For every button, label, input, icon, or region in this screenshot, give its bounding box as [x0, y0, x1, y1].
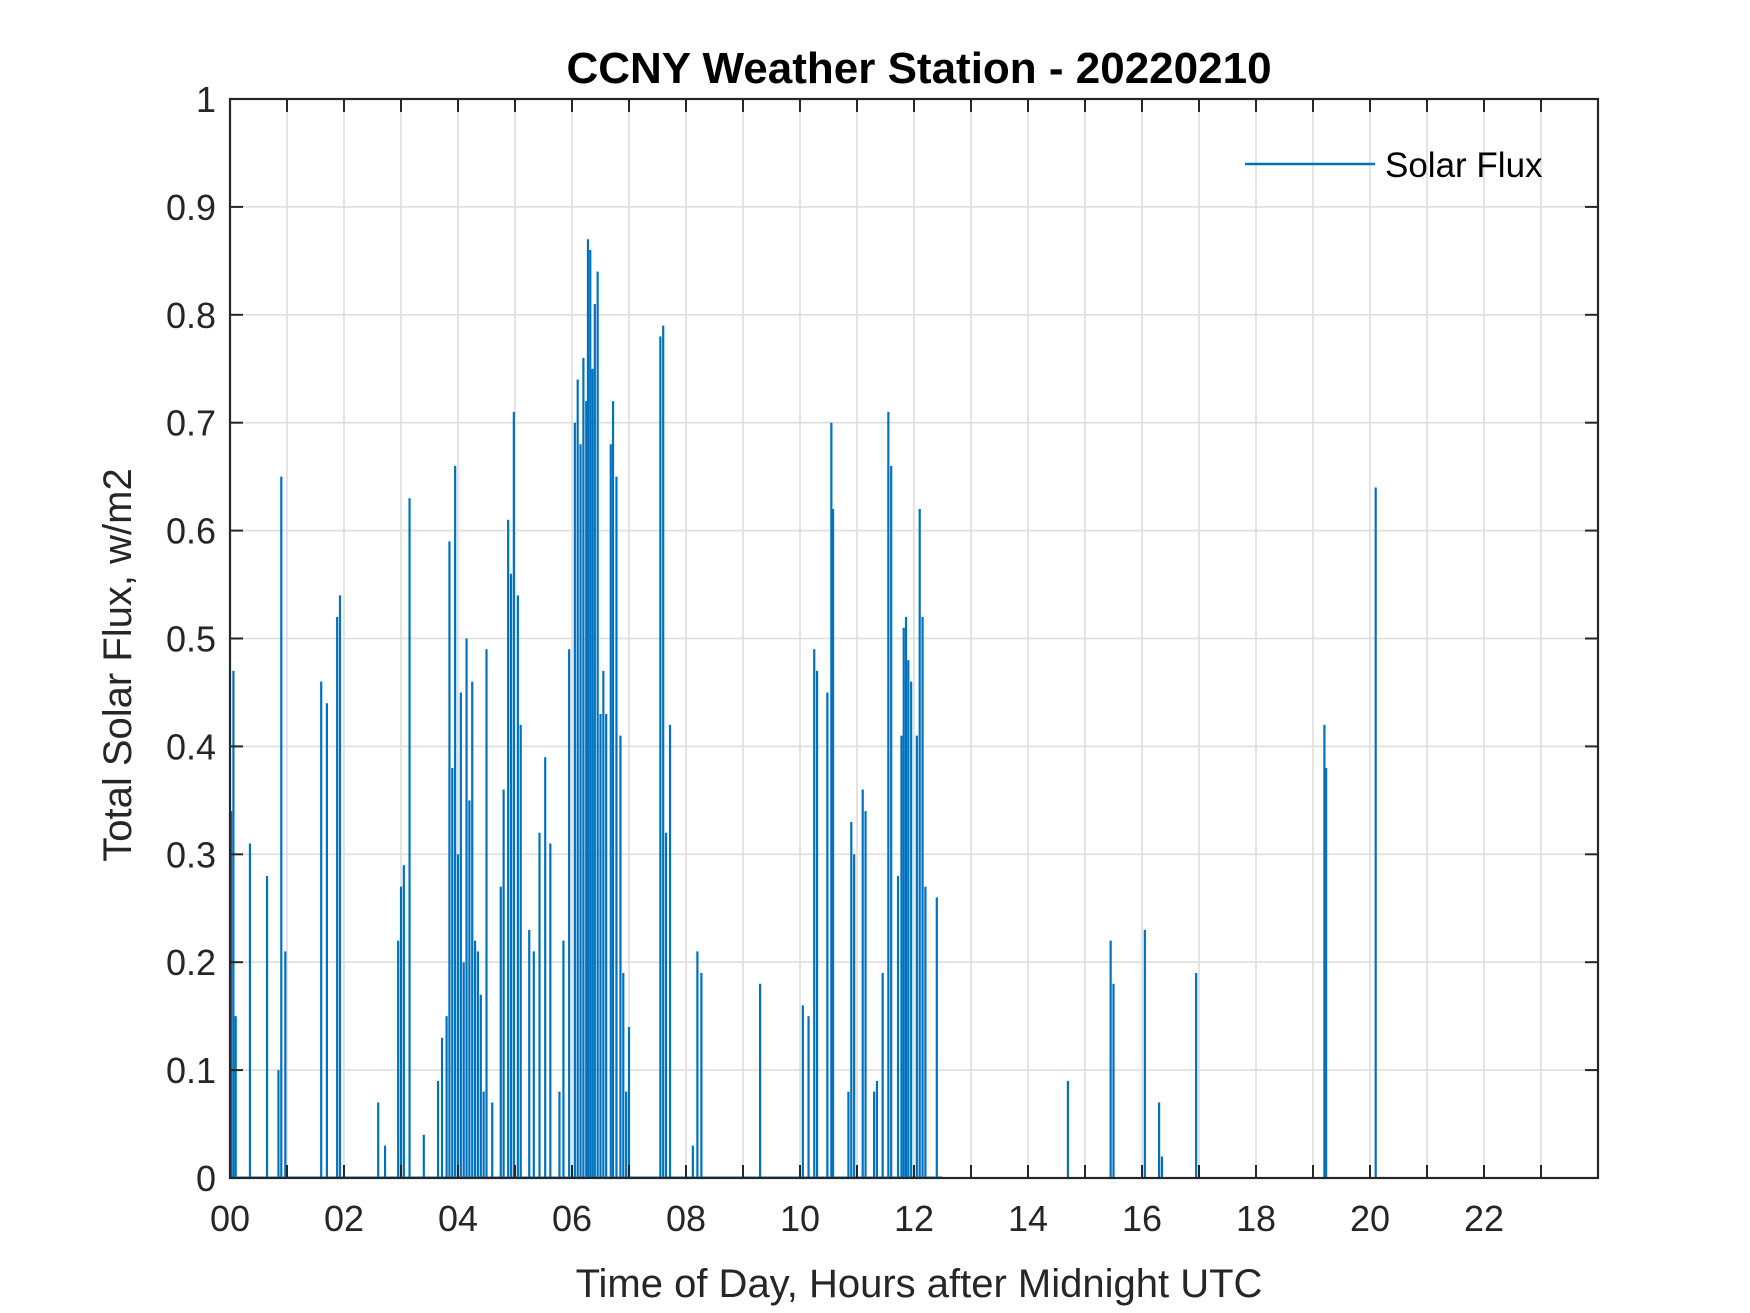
x-tick-label: 08 — [666, 1198, 706, 1239]
x-tick-label: 16 — [1122, 1198, 1162, 1239]
x-tick-label: 00 — [210, 1198, 250, 1239]
x-tick-label: 04 — [438, 1198, 478, 1239]
y-tick-label: 0.4 — [166, 726, 216, 767]
legend: Solar Flux — [1245, 146, 1543, 185]
y-axis-label: Total Solar Flux, w/m2 — [96, 468, 140, 861]
y-tick-label: 1 — [196, 79, 216, 120]
y-tick-label: 0.9 — [166, 187, 216, 228]
y-tick-label: 0.2 — [166, 942, 216, 983]
x-tick-label: 22 — [1464, 1198, 1504, 1239]
x-tick-label: 20 — [1350, 1198, 1390, 1239]
axis-ticks — [229, 98, 1599, 1179]
y-tick-label: 0.6 — [166, 511, 216, 552]
chart-title: CCNY Weather Station - 20220210 — [566, 44, 1271, 93]
x-tick-label: 18 — [1236, 1198, 1276, 1239]
y-tick-label: 0.8 — [166, 295, 216, 336]
y-tick-label: 0 — [196, 1158, 216, 1199]
x-tick-label: 12 — [894, 1198, 934, 1239]
grid-lines — [230, 99, 1598, 1178]
x-tick-label: 10 — [780, 1198, 820, 1239]
legend-label-solar-flux: Solar Flux — [1385, 146, 1543, 185]
x-tick-label: 14 — [1008, 1198, 1048, 1239]
tick-labels: 0 0.1 0.2 0.3 0.4 0.5 0.6 0.7 0.8 0.9 1 00 02 04 06 08 1… — [166, 79, 1504, 1239]
x-axis-label: Time of Day, Hours after Midnight UTC — [576, 1262, 1263, 1306]
y-tick-label: 0.5 — [166, 619, 216, 660]
y-tick-label: 0.3 — [166, 834, 216, 875]
y-tick-label: 0.7 — [166, 403, 216, 444]
x-tick-label: 02 — [324, 1198, 364, 1239]
y-tick-label: 0.1 — [166, 1050, 216, 1091]
x-tick-label: 06 — [552, 1198, 592, 1239]
